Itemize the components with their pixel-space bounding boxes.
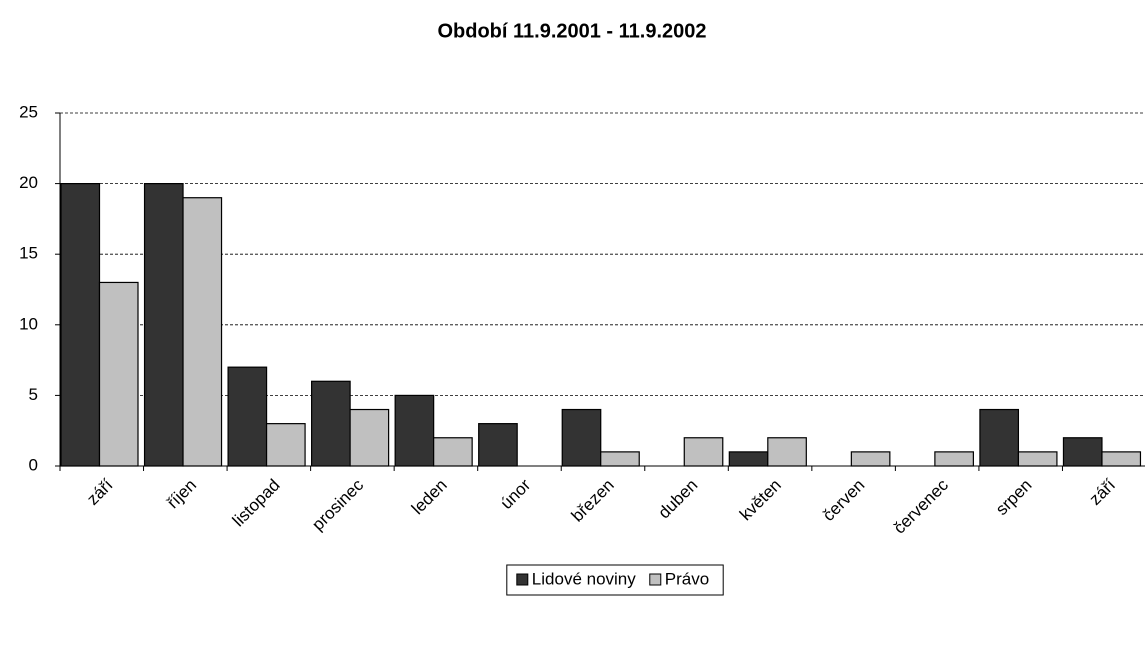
x-tick-label: duben	[654, 475, 701, 522]
x-tick-label: květen	[736, 475, 785, 524]
bar	[683, 437, 724, 467]
legend-swatch	[649, 573, 662, 586]
y-tick-label: 20	[19, 173, 38, 192]
y-tick-label: 25	[19, 102, 38, 121]
bar	[767, 437, 807, 467]
bar	[349, 408, 390, 467]
bar	[60, 183, 101, 467]
x-tick-label: červen	[819, 475, 869, 525]
legend-box	[506, 564, 724, 596]
x-tick-label: prosinec	[308, 475, 367, 534]
bar	[1017, 451, 1058, 467]
bar	[728, 451, 769, 467]
bar	[311, 380, 351, 467]
x-tick-label: říjen	[163, 475, 200, 512]
bar	[561, 408, 602, 467]
x-tick-label: únor	[497, 475, 535, 513]
bar	[227, 366, 268, 467]
x-tick-label: červenec	[890, 475, 953, 538]
bar	[600, 451, 640, 467]
bar	[1062, 437, 1103, 467]
bar	[850, 451, 891, 467]
bar	[143, 183, 184, 467]
legend: Lidové noviny Právo	[506, 564, 724, 596]
x-tick-label: srpen	[992, 475, 1036, 519]
bar	[265, 423, 306, 467]
legend-label: Právo	[665, 569, 709, 588]
x-tick-label: listopad	[229, 475, 284, 530]
bar	[478, 423, 518, 467]
y-tick-label: 15	[19, 244, 38, 263]
legend-swatch	[516, 573, 529, 586]
y-tick-label: 5	[29, 385, 38, 404]
y-tick-label: 0	[29, 455, 38, 474]
x-tick-label: září	[1086, 475, 1120, 509]
bar	[394, 394, 435, 467]
bar	[934, 451, 974, 467]
x-tick-label: září	[83, 475, 117, 509]
bar	[1101, 451, 1142, 467]
bar	[182, 197, 223, 467]
x-tick-label: leden	[408, 475, 451, 518]
x-tick-label: březen	[568, 475, 618, 525]
y-tick-label: 10	[19, 314, 38, 333]
chart-title: Období 11.9.2001 - 11.9.2002	[437, 20, 706, 42]
bar	[433, 437, 473, 467]
legend-label: Lidové noviny	[532, 569, 636, 588]
bar	[98, 281, 139, 467]
bar	[979, 408, 1020, 467]
